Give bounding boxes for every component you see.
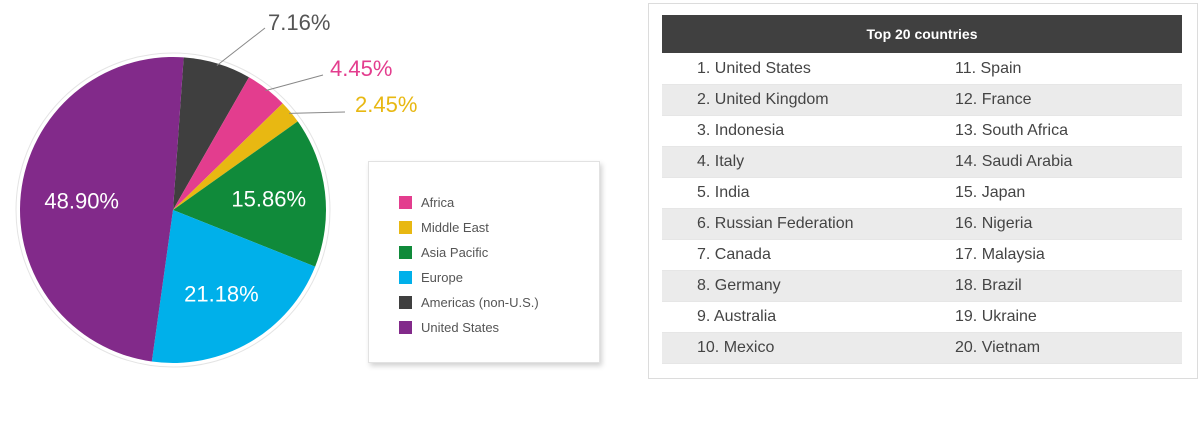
legend-swatch xyxy=(399,271,412,284)
country-cell: 13. South Africa xyxy=(955,122,1068,139)
country-cell: 3. Indonesia xyxy=(697,122,785,139)
slice-label: 48.90% xyxy=(44,188,119,213)
legend-label: United States xyxy=(421,320,500,335)
legend-label: Europe xyxy=(421,270,463,285)
pie-labels: 7.16%4.45% 2.45% 15.86% 21.18% 48.90% xyxy=(44,10,417,306)
country-cell: 6. Russian Federation xyxy=(697,215,854,232)
legend-item: Asia Pacific xyxy=(369,240,599,265)
table-row: 1. United States 11. Spain xyxy=(662,54,1182,85)
leader-line xyxy=(289,111,346,114)
country-cell: 5. India xyxy=(697,184,750,201)
pie-slices xyxy=(15,52,331,368)
legend-label: Asia Pacific xyxy=(421,245,489,260)
table-row: 6. Russian Federation 16. Nigeria xyxy=(662,209,1182,240)
country-cell: 7. Canada xyxy=(697,246,771,263)
pie-slice-americas-non-u-s xyxy=(173,57,249,211)
legend-item: Europe xyxy=(369,265,599,290)
table-row: 2. United Kingdom 12. France xyxy=(662,85,1182,116)
pie-chart: 7.16% 4.45% 2.45% 15.86% 21.18% 48.90% xyxy=(15,10,417,368)
table-row: 4. Italy 14. Saudi Arabia xyxy=(662,147,1182,178)
legend-swatch xyxy=(399,246,412,259)
chart-legend: Africa Middle East Asia Pacific Europe Ameri… xyxy=(368,161,600,363)
legend-label: Americas (non-U.S.) xyxy=(421,295,539,310)
pie-slice-asia-pacific xyxy=(173,121,326,267)
country-cell: 18. Brazil xyxy=(955,277,1022,294)
country-cell: 15. Japan xyxy=(955,184,1026,201)
legend-item: Africa xyxy=(369,190,599,215)
slice-label: 7.16% xyxy=(268,10,330,35)
legend-swatch xyxy=(399,221,412,234)
legend-swatch xyxy=(399,321,412,334)
table-row: 9. Australia 19. Ukraine xyxy=(662,302,1182,333)
slice-label: 15.86% xyxy=(231,187,306,212)
country-cell: 2. United Kingdom xyxy=(697,91,829,108)
pie-slice-united-states xyxy=(19,56,184,362)
table-row: 8. Germany 18. Brazil xyxy=(662,271,1182,302)
country-cell: 19. Ukraine xyxy=(955,308,1037,325)
country-cell: 12. France xyxy=(955,91,1032,108)
legend-item: Middle East xyxy=(369,215,599,240)
country-cell: 11. Spain xyxy=(955,60,1022,77)
legend-item: United States xyxy=(369,315,599,340)
pie-chart-svg: 7.16%4.45% 2.45% 15.86% 21.18% 48.90% xyxy=(15,10,417,368)
slice-label: 4.45% xyxy=(330,56,392,81)
table-row: 5. India 15. Japan xyxy=(662,178,1182,209)
pie-slice-africa xyxy=(173,77,283,211)
slice-label: 21.18% xyxy=(184,281,259,306)
top-countries-table: Top 20 countries 1. United States 11. Spa… xyxy=(648,3,1198,379)
country-cell: 1. United States xyxy=(697,60,811,77)
table-row: 7. Canada 17. Malaysia xyxy=(662,240,1182,271)
slice-label: 2.45% xyxy=(355,92,417,117)
legend-label: Middle East xyxy=(421,220,489,235)
table-row: 10. Mexico 20. Vietnam xyxy=(662,333,1182,364)
country-cell: 20. Vietnam xyxy=(955,339,1041,356)
country-cell: 8. Germany xyxy=(697,277,781,294)
leader-line xyxy=(265,74,324,92)
table-body: 1. United States 11. Spain 2. United Kingd… xyxy=(662,54,1182,364)
leader-line xyxy=(216,27,266,66)
country-cell: 9. Australia xyxy=(697,308,777,325)
country-cell: 16. Nigeria xyxy=(955,215,1033,232)
country-cell: 4. Italy xyxy=(697,153,745,170)
legend-swatch xyxy=(399,196,412,209)
legend-label: Africa xyxy=(421,195,455,210)
table-title: Top 20 countries xyxy=(662,15,1182,53)
pie-slice-middle-east xyxy=(173,103,298,210)
legend-swatch xyxy=(399,296,412,309)
legend-item: Americas (non-U.S.) xyxy=(369,290,599,315)
country-cell: 17. Malaysia xyxy=(955,246,1045,263)
pie-leader-lines xyxy=(216,27,346,114)
table-row: 3. Indonesia 13. South Africa xyxy=(662,116,1182,147)
country-cell: 10. Mexico xyxy=(697,339,775,356)
pie-slice-europe xyxy=(151,210,316,363)
country-cell: 14. Saudi Arabia xyxy=(955,153,1073,170)
